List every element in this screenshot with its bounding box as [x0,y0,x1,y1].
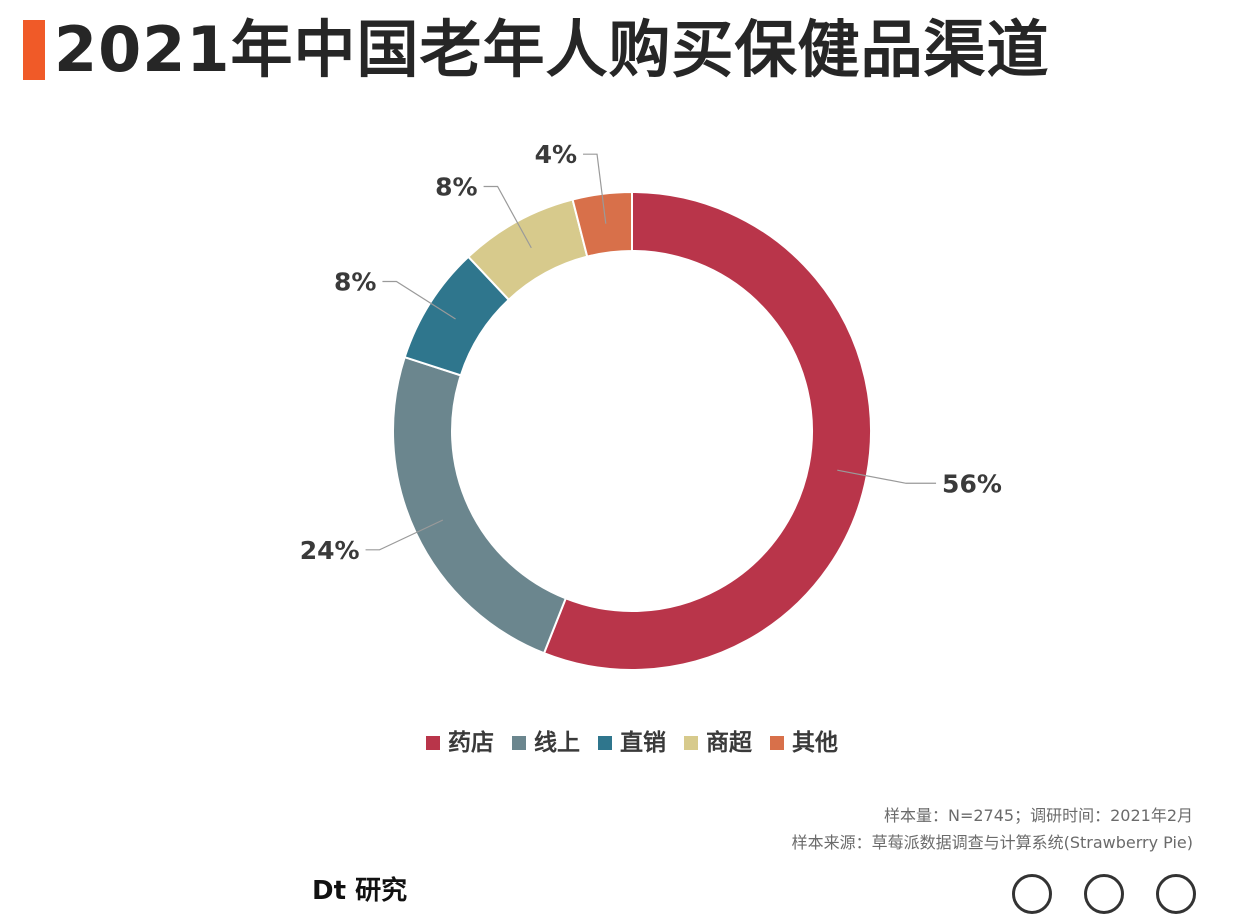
leader-line-3 [382,280,456,320]
legend-item-5: 其他 [770,726,838,760]
leader-line-4 [483,185,532,249]
leader-line-5 [583,153,607,224]
legend-label-1: 药店 [448,730,494,756]
donut-chart: 56% 24% 8% 8% 4% [300,140,1002,671]
legend-label-3: 直销 [620,730,666,756]
legend-item-3: 直销 [598,726,666,760]
legend-item-2: 线上 [512,726,580,760]
source-note: 样本来源：草莓派数据调查与计算系统(Strawberry Pie) [791,833,1193,852]
leader-line-2 [365,519,444,551]
donut-slice-1 [542,190,872,671]
footer-circle-icon-1[interactable] [1012,874,1052,914]
data-label-1: 56% [942,469,1002,498]
footer-info-icon[interactable] [1084,874,1124,914]
legend-swatch-5 [770,736,784,750]
legend-swatch-2 [512,736,526,750]
legend-label-5: 其他 [792,730,838,756]
footer-logo: Dt 研究 [312,876,408,906]
leader-line-1 [837,469,937,484]
data-label-2: 24% [300,536,360,565]
sample-note: 样本量：N=2745；调研时间：2021年2月 [884,806,1193,825]
donut-slice-5 [571,190,633,258]
chart-legend: 药店 线上 直销 商超 其他 [0,726,1234,760]
legend-label-4: 商超 [706,730,752,756]
page-title: 2021年中国老年人购买保健品渠道 [54,13,1050,86]
legend-swatch-3 [598,736,612,750]
legend-label-2: 线上 [534,730,580,756]
data-label-5: 4% [535,140,577,169]
legend-item-4: 商超 [684,726,752,760]
title-accent-bar [23,20,45,80]
footer-circle-icon-2[interactable] [1156,874,1196,914]
data-label-4: 8% [435,173,477,202]
data-label-3: 8% [334,268,376,297]
donut-slice-2 [392,355,568,655]
chart-notes: 样本量：N=2745；调研时间：2021年2月 样本来源：草莓派数据调查与计算系… [792,802,1193,856]
legend-item-1: 药店 [426,726,494,760]
legend-swatch-4 [684,736,698,750]
legend-swatch-1 [426,736,440,750]
